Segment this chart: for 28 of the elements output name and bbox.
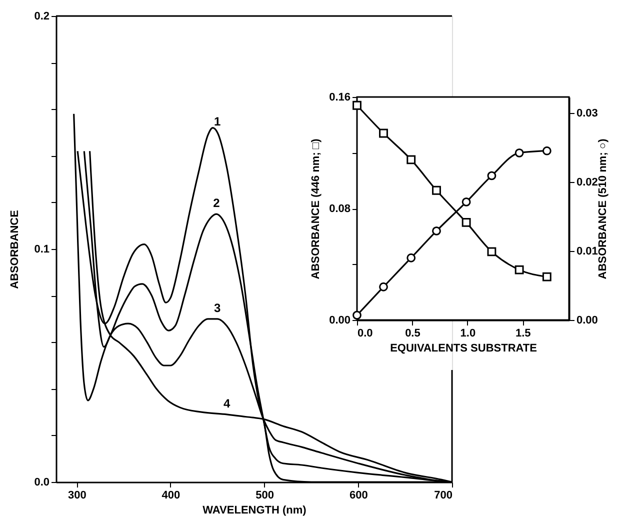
series-label: 1 <box>214 114 222 128</box>
y-tick-label: 0.08 <box>329 203 350 215</box>
y-tick-label: 0.00 <box>329 314 350 326</box>
series-label: 4 <box>223 396 230 410</box>
series-label: 3 <box>214 300 222 315</box>
x-tick-label: 300 <box>68 490 86 502</box>
x-tick-label: 0.5 <box>405 328 420 340</box>
y2-tick-label: 0.01 <box>576 245 598 258</box>
y-axis-title: ABSORBANCE (446 nm; □) <box>310 138 322 280</box>
y-tick-label: 0.16 <box>329 92 350 104</box>
y2-tick-label: 0.03 <box>576 107 598 120</box>
y-axis-title: ABSORBANCE <box>9 210 22 289</box>
y2-tick-label: 0.02 <box>576 176 598 188</box>
x-tick-label: 500 <box>256 490 274 502</box>
x-tick-label: 400 <box>162 490 180 502</box>
x-tick-label: 600 <box>349 490 368 502</box>
y2-tick-label: 0.00 <box>576 314 598 326</box>
x-axis-title: WAVELENGTH (nm) <box>202 504 307 516</box>
y-tick-label: 0.1 <box>34 244 50 256</box>
x-tick-label: 1.5 <box>515 328 531 340</box>
series-label: 2 <box>213 196 220 210</box>
x-tick-label: 1.0 <box>460 328 476 340</box>
x-tick-label: 700 <box>434 490 452 502</box>
x-tick-label: 0.0 <box>358 328 373 340</box>
y-tick-label: 0.0 <box>34 476 50 488</box>
y-tick-label: 0.2 <box>34 10 50 22</box>
x-axis-title: EQUIVALENTS SUBSTRATE <box>390 342 537 354</box>
y2-axis-title: ABSORBANCE (510 nm; ○) <box>596 138 609 280</box>
